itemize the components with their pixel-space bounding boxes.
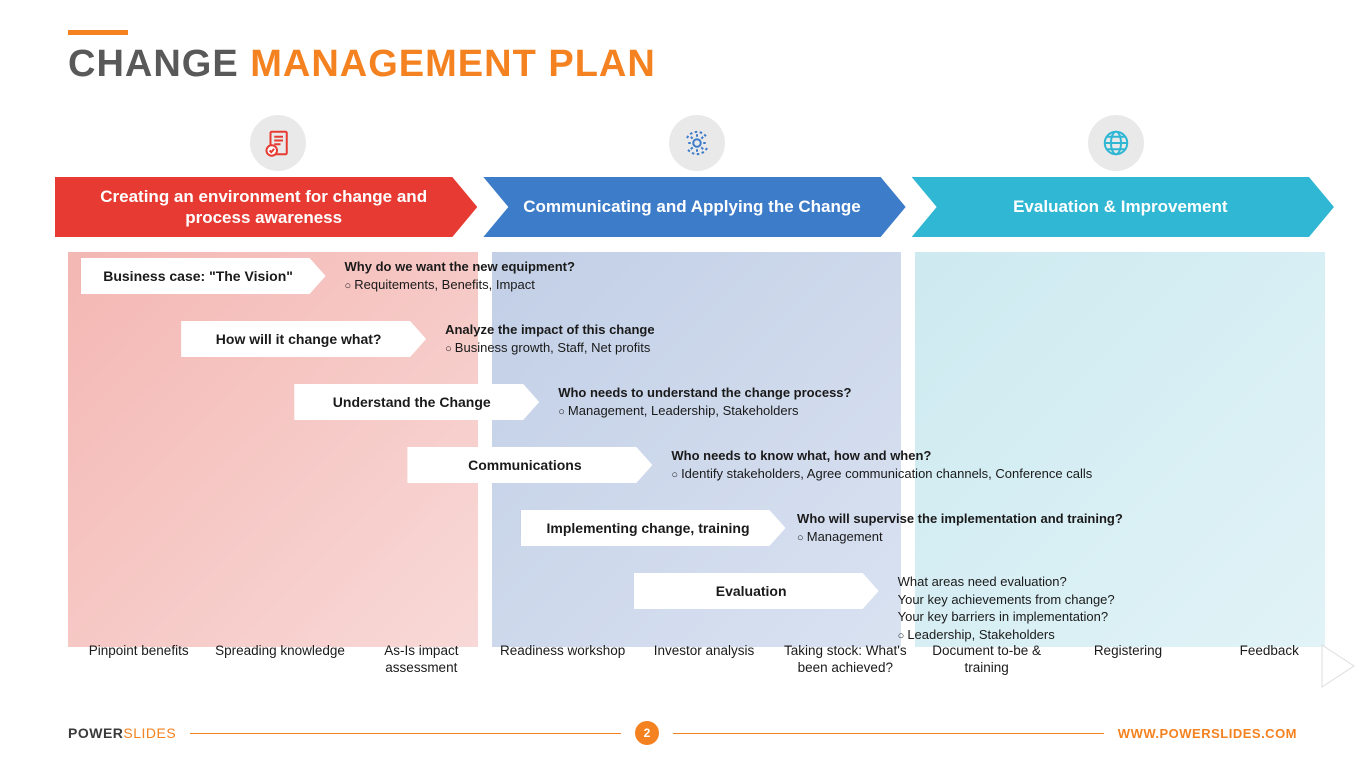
milestone-label: Taking stock: What's been achieved?	[775, 643, 916, 689]
milestone-label: As-Is impact assessment	[351, 643, 492, 689]
document-check-icon	[250, 115, 306, 171]
phase-icons-row	[0, 115, 1365, 171]
step-description: Who will supervise the implementation an…	[797, 510, 1123, 545]
step-row: Communications Who needs to know what, ho…	[68, 447, 1325, 492]
step-pill: Understand the Change	[294, 384, 539, 420]
milestones-row: Pinpoint benefitsSpreading knowledgeAs-I…	[68, 643, 1340, 689]
step-row: Business case: "The Vision" Why do we wan…	[68, 258, 1325, 303]
phase-1-banner: Creating an environment for change and p…	[55, 177, 477, 237]
milestone-label: Registering	[1057, 643, 1198, 689]
step-description: Analyze the impact of this changeBusines…	[445, 321, 655, 356]
step-row: Evaluation What areas need evaluation?You…	[68, 573, 1325, 651]
title-accent-bar	[68, 30, 128, 35]
step-description: Who needs to understand the change proce…	[558, 384, 851, 419]
step-pill: Communications	[407, 447, 652, 483]
milestone-label: Pinpoint benefits	[68, 643, 209, 689]
step-pill: How will it change what?	[181, 321, 426, 357]
milestone-label: Investor analysis	[633, 643, 774, 689]
page-number: 2	[635, 721, 659, 745]
gear-cycle-icon	[669, 115, 725, 171]
step-row: Understand the Change Who needs to unders…	[68, 384, 1325, 429]
step-row: Implementing change, training Who will su…	[68, 510, 1325, 555]
footer-url: WWW.POWERSLIDES.COM	[1118, 726, 1297, 741]
globe-icon	[1088, 115, 1144, 171]
title-part1: CHANGE	[68, 43, 239, 85]
slide-footer: POWERSLIDES 2 WWW.POWERSLIDES.COM	[68, 721, 1297, 745]
footer-divider-right	[673, 733, 1104, 734]
phase-arrows: Creating an environment for change and p…	[55, 177, 1340, 237]
step-description: Why do we want the new equipment?Requite…	[345, 258, 575, 293]
phase-3-banner: Evaluation & Improvement	[912, 177, 1334, 237]
milestone-label: Spreading knowledge	[209, 643, 350, 689]
milestones-arrowhead-icon	[1320, 643, 1358, 689]
step-pill: Business case: "The Vision"	[81, 258, 326, 294]
step-description: What areas need evaluation?Your key achi…	[898, 573, 1115, 643]
step-pill: Implementing change, training	[521, 510, 786, 546]
title-text: CHANGE MANAGEMENT PLAN	[68, 43, 656, 86]
milestone-label: Document to-be & training	[916, 643, 1057, 689]
phase-2-banner: Communicating and Applying the Change	[483, 177, 905, 237]
milestone-label: Feedback	[1199, 643, 1340, 689]
step-description: Who needs to know what, how and when?Ide…	[671, 447, 1092, 482]
footer-brand: POWERSLIDES	[68, 725, 176, 741]
step-row: How will it change what? Analyze the impa…	[68, 321, 1325, 366]
slide-title: CHANGE MANAGEMENT PLAN	[68, 30, 656, 86]
steps-layer: Business case: "The Vision" Why do we wan…	[68, 258, 1325, 669]
milestone-label: Readiness workshop	[492, 643, 633, 689]
step-pill: Evaluation	[634, 573, 879, 609]
footer-divider-left	[190, 733, 621, 734]
title-part2: MANAGEMENT PLAN	[250, 43, 656, 85]
